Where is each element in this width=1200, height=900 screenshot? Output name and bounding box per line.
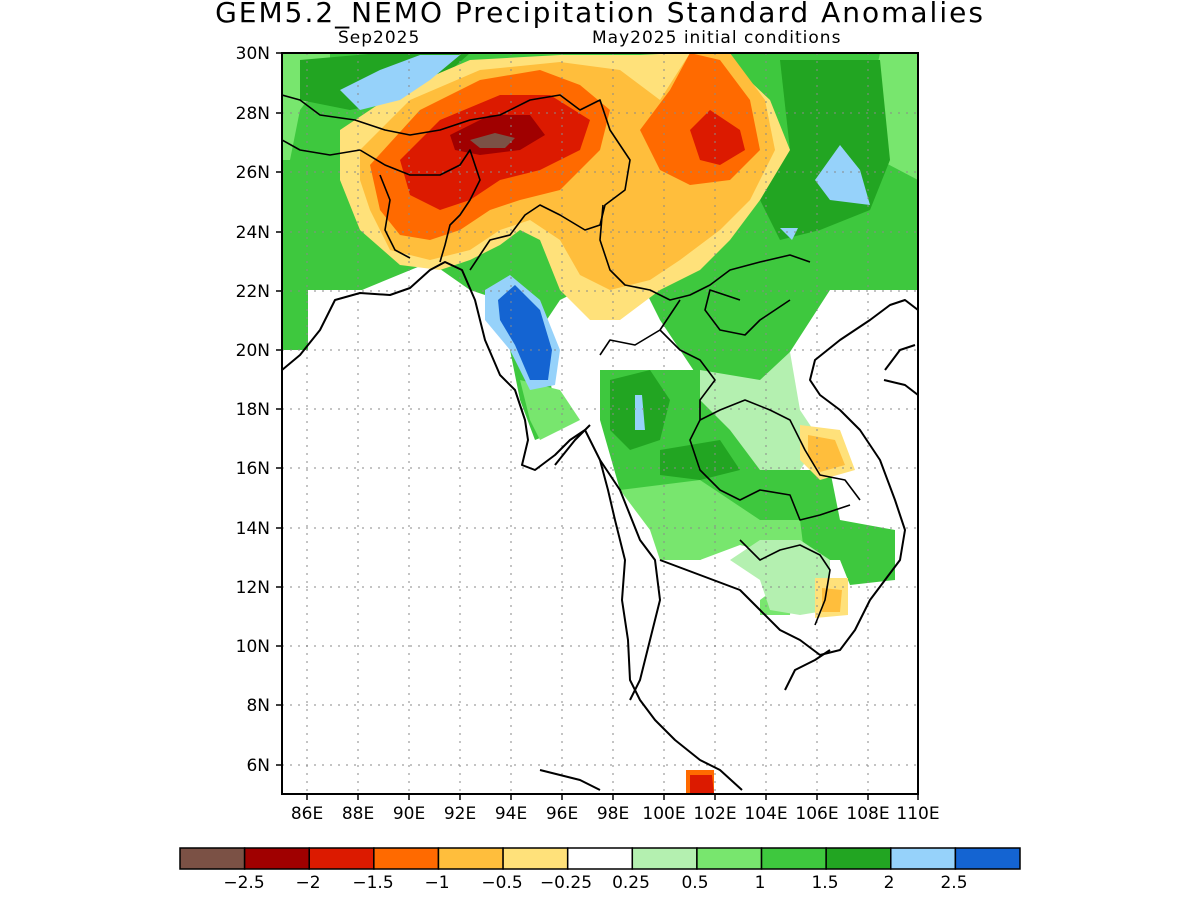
lon-tick-label: 98E [597, 804, 629, 824]
contour-darkgreen-4 [660, 440, 740, 480]
lon-tick-label: 88E [342, 804, 374, 824]
lat-tick-label: 28N [236, 104, 270, 124]
shaded-field [282, 53, 918, 794]
lat-tick-label: 24N [236, 223, 270, 243]
colorbar-swatch [696, 847, 763, 870]
colorbar-swatch [760, 847, 827, 870]
colorbar-swatch [308, 847, 375, 870]
colorbar-swatch [437, 847, 504, 870]
plot-frame [281, 52, 919, 795]
colorbar-label: −2 [295, 873, 320, 893]
tick-marks [276, 52, 919, 800]
lon-tick-label: 106E [795, 804, 838, 824]
longitude-labels: 86E 88E 90E 92E 94E 96E 98E 100E 102E 10… [291, 804, 940, 824]
colorbar-label: 1.5 [811, 873, 838, 893]
colorbar-swatch [631, 847, 698, 870]
contour-negative-0.5-cambodia [822, 588, 842, 612]
coastlines [282, 261, 918, 791]
colorbar-label: 1 [755, 873, 766, 893]
gridlines [282, 53, 918, 794]
contour-negative-1.5-south [690, 775, 714, 794]
lon-tick-label: 96E [546, 804, 578, 824]
colorbar-swatch [373, 847, 440, 870]
latitude-labels: 30N 28N 26N 24N 22N 20N 18N 16N 14N 12N … [236, 44, 270, 776]
lat-tick-label: 6N [246, 756, 270, 776]
colorbar-label: 0.5 [681, 873, 708, 893]
contour-positive-2-central [635, 395, 645, 430]
colorbar-swatch [179, 847, 246, 870]
lon-tick-label: 92E [444, 804, 476, 824]
lat-tick-label: 12N [236, 578, 270, 598]
lon-tick-label: 90E [393, 804, 425, 824]
colorbar-labels: −2.5 −2 −1.5 −1 −0.5 −0.25 0.25 0.5 1 1.… [223, 873, 967, 893]
colorbar-label: −1 [424, 873, 449, 893]
colorbar-label: 0.25 [612, 873, 650, 893]
contour-positive-2-west [340, 55, 460, 110]
map-title: GEM5.2_NEMO Precipitation Standard Anoma… [215, 0, 985, 29]
colorbar-swatch [954, 847, 1021, 870]
lon-tick-label: 86E [291, 804, 323, 824]
lat-tick-label: 14N [236, 519, 270, 539]
lat-tick-label: 10N [236, 637, 270, 657]
lat-tick-label: 26N [236, 163, 270, 183]
colorbar-label: 2.5 [940, 873, 967, 893]
colorbar-label: 2 [884, 873, 895, 893]
contour-lightgreen-4 [520, 380, 580, 440]
contour-positive-2.5 [498, 285, 552, 380]
colorbar-swatch [825, 847, 892, 870]
lon-tick-label: 104E [744, 804, 787, 824]
contour-palegreen-3 [730, 540, 830, 615]
colorbar-label: −2.5 [223, 873, 264, 893]
lon-tick-label: 110E [896, 804, 939, 824]
lon-tick-label: 100E [642, 804, 685, 824]
lat-tick-label: 16N [236, 459, 270, 479]
contour-positive-2-guangxi [815, 145, 870, 205]
country-borders [282, 94, 861, 626]
lat-tick-label: 8N [246, 696, 270, 716]
lat-tick-label: 30N [236, 44, 270, 64]
contour-positive-2-small [780, 228, 798, 240]
lon-tick-label: 102E [693, 804, 736, 824]
colorbar-swatch [890, 847, 957, 870]
colorbar-label: −1.5 [352, 873, 393, 893]
initial-conditions: May2025 initial conditions [592, 28, 842, 48]
contour-negative-2.5 [470, 133, 515, 148]
forecast-month: Sep2025 [338, 28, 421, 48]
contour-lightgreen-3 [620, 480, 805, 615]
lon-tick-label: 94E [495, 804, 527, 824]
colorbar-swatch [502, 847, 569, 870]
colorbar-label: −0.5 [481, 873, 522, 893]
lon-tick-label: 108E [846, 804, 889, 824]
colorbar-label: −0.25 [540, 873, 592, 893]
lat-tick-label: 18N [236, 400, 270, 420]
lat-tick-label: 20N [236, 341, 270, 361]
colorbar-swatch [243, 847, 310, 870]
lat-tick-label: 22N [236, 282, 270, 302]
colorbar [179, 847, 1021, 870]
colorbar-swatch [566, 847, 634, 870]
contour-negative-1.5-yunnan [690, 110, 745, 165]
